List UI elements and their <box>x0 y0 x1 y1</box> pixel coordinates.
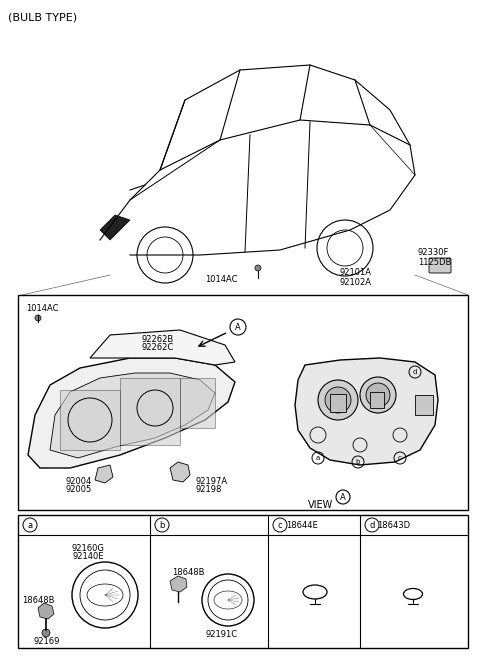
Text: 18644E: 18644E <box>286 520 318 530</box>
Text: b: b <box>159 520 165 530</box>
Text: d: d <box>413 369 417 375</box>
Text: 1014AC: 1014AC <box>205 275 238 284</box>
Polygon shape <box>38 603 54 619</box>
Text: 92160G: 92160G <box>72 544 105 553</box>
Polygon shape <box>28 358 235 468</box>
Polygon shape <box>120 378 180 445</box>
Bar <box>370 392 384 408</box>
Text: c: c <box>398 455 402 461</box>
Text: 92101A: 92101A <box>340 268 372 277</box>
Text: 18648B: 18648B <box>172 568 204 577</box>
Text: 18643D: 18643D <box>377 520 410 530</box>
Text: b: b <box>356 459 360 465</box>
Text: 92262B: 92262B <box>142 335 174 344</box>
Text: 18648B: 18648B <box>22 596 55 605</box>
Polygon shape <box>95 465 113 483</box>
Text: 92191C: 92191C <box>206 630 238 639</box>
Text: 92197A: 92197A <box>195 477 227 486</box>
Polygon shape <box>170 462 190 482</box>
Text: 92330F: 92330F <box>418 248 449 257</box>
Polygon shape <box>180 378 215 428</box>
FancyBboxPatch shape <box>429 258 451 273</box>
Bar <box>330 394 346 412</box>
Bar <box>18 295 468 510</box>
Polygon shape <box>100 215 130 240</box>
Text: 92140E: 92140E <box>72 552 104 561</box>
Text: 92004: 92004 <box>65 477 91 486</box>
Text: (BULB TYPE): (BULB TYPE) <box>8 12 77 22</box>
Bar <box>415 395 433 415</box>
Text: A: A <box>235 323 241 332</box>
Circle shape <box>42 629 50 637</box>
Polygon shape <box>90 330 235 365</box>
Circle shape <box>366 383 390 407</box>
Text: d: d <box>369 520 375 530</box>
Text: a: a <box>316 455 320 461</box>
Text: 92005: 92005 <box>65 485 91 494</box>
Text: 92198: 92198 <box>195 485 221 494</box>
Text: 92262C: 92262C <box>142 343 174 352</box>
Text: A: A <box>340 493 346 501</box>
Polygon shape <box>170 576 187 592</box>
Polygon shape <box>295 358 438 465</box>
Circle shape <box>325 387 351 413</box>
Circle shape <box>255 265 261 271</box>
Text: a: a <box>27 520 33 530</box>
Circle shape <box>35 315 41 321</box>
Circle shape <box>318 380 358 420</box>
Polygon shape <box>50 373 215 458</box>
Polygon shape <box>60 390 120 450</box>
Text: 92102A: 92102A <box>340 278 372 287</box>
Text: 1125DB: 1125DB <box>418 258 451 267</box>
Text: VIEW: VIEW <box>308 500 333 510</box>
Text: 92169: 92169 <box>34 637 60 646</box>
Bar <box>18 515 468 648</box>
Text: 1014AC: 1014AC <box>26 304 59 313</box>
Text: c: c <box>278 520 282 530</box>
Circle shape <box>360 377 396 413</box>
